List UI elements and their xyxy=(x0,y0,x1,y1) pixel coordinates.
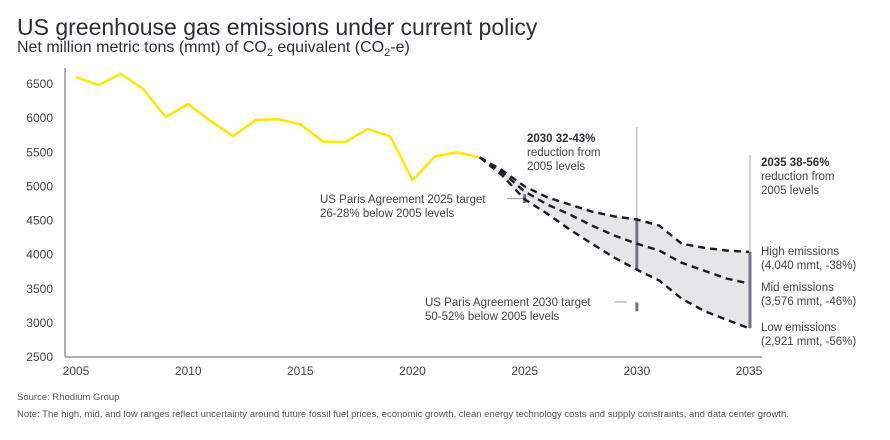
annotation-2035-line: 2005 levels xyxy=(761,185,819,197)
x-tick-label: 2035 xyxy=(736,364,763,378)
legend-mid-label: Mid emissions xyxy=(761,282,834,294)
x-tick-label: 2010 xyxy=(175,364,202,378)
legend-low-value: (2,921 mmt, -56%) xyxy=(761,336,856,348)
annotation-2030-line: 2005 levels xyxy=(527,161,585,173)
source-text: Source: Rhodium Group xyxy=(17,392,120,403)
annotation-2035-line: reduction from xyxy=(761,171,835,183)
y-tick-label: 6000 xyxy=(26,111,53,125)
annotation-layer: 2030 32-43% reduction from 2005 levels 2035… xyxy=(320,133,856,348)
chart-title: US greenhouse gas emissions under curren… xyxy=(17,14,538,40)
target-2025-label: US Paris Agreement 2025 target xyxy=(320,194,486,206)
subtitle-part: Net million metric tons (mmt) of CO xyxy=(17,39,267,56)
uncertainty-band xyxy=(479,157,749,329)
y-tick-label: 5000 xyxy=(26,179,53,193)
legend-mid-value: (3,576 mmt, -46%) xyxy=(761,296,856,308)
subtitle-part: equivalent (CO xyxy=(272,39,385,56)
y-tick-label: 5500 xyxy=(26,145,53,159)
target-2030-sublabel: 50-52% below 2005 levels xyxy=(425,311,560,323)
annotation-2030-line: reduction from xyxy=(527,147,601,159)
subscript-2: 2 xyxy=(384,47,391,60)
target-2025-sublabel: 26-28% below 2005 levels xyxy=(320,208,455,220)
y-tick-label: 3500 xyxy=(26,282,53,296)
subscript-2: 2 xyxy=(266,47,273,60)
x-tick-label: 2025 xyxy=(511,364,538,378)
chart-subtitle: Net million metric tons (mmt) of CO2 equ… xyxy=(17,39,410,59)
x-tick-label: 2005 xyxy=(63,364,90,378)
series-line-historical xyxy=(75,72,481,182)
y-tick-label: 3000 xyxy=(26,316,53,330)
legend-high-value: (4,040 mmt, -38%) xyxy=(761,260,856,272)
x-tick-label: 2020 xyxy=(399,364,426,378)
y-tick-label: 4500 xyxy=(26,214,53,228)
legend-low-label: Low emissions xyxy=(761,322,837,334)
annotation-2035-heading: 2035 38-56% xyxy=(761,157,829,169)
y-tick-label: 4000 xyxy=(26,248,53,262)
x-tick-label: 2030 xyxy=(623,364,650,378)
y-tick-label: 6500 xyxy=(26,77,53,91)
axes-layer: 2500 3000 3500 4000 4500 5000 5500 6000 6500 2005… xyxy=(26,68,763,378)
target-2030-label: US Paris Agreement 2030 target xyxy=(425,297,591,309)
uncertainty-band-layer xyxy=(479,157,749,329)
note-text: Note: The high, mid, and low ranges refl… xyxy=(17,409,789,420)
x-tick-label: 2015 xyxy=(287,364,314,378)
annotation-2030-heading: 2030 32-43% xyxy=(527,133,595,145)
legend-high-label: High emissions xyxy=(761,246,839,258)
subtitle-part: -e) xyxy=(390,39,410,56)
y-tick-label: 2500 xyxy=(26,350,53,364)
series-layer xyxy=(75,72,750,330)
